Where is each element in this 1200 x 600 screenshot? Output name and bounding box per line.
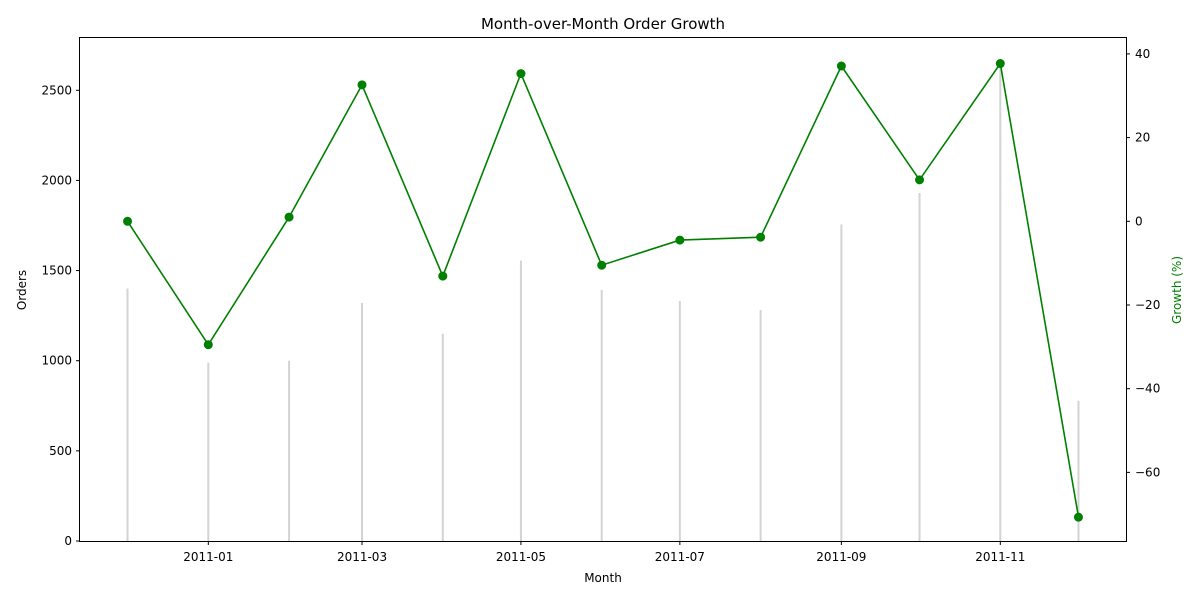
growth-point	[516, 69, 526, 79]
y-left-tick-label: 1500	[41, 264, 72, 278]
y-right-tick-label: −60	[1135, 465, 1160, 479]
order-bar	[999, 61, 1002, 541]
x-tick-label: 2011-07	[655, 550, 705, 564]
y-right-tick-label: 20	[1135, 131, 1150, 145]
plot-frame	[79, 37, 1127, 542]
x-tick-label: 2011-01	[183, 550, 233, 564]
order-bar	[361, 303, 364, 541]
y-right-tick-label: 40	[1135, 47, 1150, 61]
y-right-tick-label: −20	[1135, 298, 1160, 312]
growth-line-series	[123, 59, 1083, 522]
growth-point	[995, 59, 1005, 69]
y-axis-right: −60 −40 −20 0 20 40	[1126, 47, 1160, 479]
order-bar	[519, 260, 522, 541]
order-bar	[759, 310, 762, 541]
order-bar	[918, 193, 921, 541]
growth-point	[438, 271, 448, 281]
growth-point	[203, 340, 213, 350]
y-axis-left: 0 500 1000 1500 2000 2500	[41, 83, 80, 548]
y-right-tick-label: −40	[1135, 382, 1160, 396]
x-axis-label: Month	[584, 571, 622, 585]
order-bar	[288, 360, 291, 541]
orders-bars	[126, 61, 1080, 541]
y-left-tick-label: 2000	[41, 173, 72, 187]
growth-point	[675, 235, 685, 245]
growth-point	[123, 216, 133, 226]
order-bar	[207, 362, 210, 541]
order-bar	[840, 224, 843, 541]
y-left-tick-label: 1000	[41, 354, 72, 368]
growth-line	[126, 61, 1080, 518]
x-tick-label: 2011-09	[816, 550, 866, 564]
growth-point	[756, 232, 766, 242]
x-tick-label: 2011-05	[496, 550, 546, 564]
order-bar	[600, 289, 603, 541]
order-bar	[678, 301, 681, 541]
order-bar	[126, 288, 129, 541]
growth-point	[836, 61, 846, 71]
x-tick-label: 2011-11	[975, 550, 1025, 564]
x-axis: 2011-01 2011-03 2011-05 2011-07 2011-09 2011-…	[183, 541, 1025, 564]
y-right-tick-label: 0	[1135, 214, 1143, 228]
growth-point	[597, 260, 607, 270]
growth-point	[1073, 512, 1083, 522]
y-axis-right-label: Growth (%)	[1170, 256, 1184, 324]
y-axis-left-label: Orders	[15, 270, 29, 310]
y-left-tick-label: 2500	[41, 83, 72, 97]
y-left-tick-label: 500	[49, 444, 72, 458]
y-left-tick-label: 0	[64, 534, 72, 548]
growth-point	[915, 175, 925, 185]
growth-point	[357, 80, 367, 90]
order-bar	[1077, 400, 1080, 541]
growth-point	[284, 212, 294, 222]
order-bar	[441, 333, 444, 541]
chart-title: Month-over-Month Order Growth	[481, 15, 725, 33]
x-tick-label: 2011-03	[337, 550, 387, 564]
